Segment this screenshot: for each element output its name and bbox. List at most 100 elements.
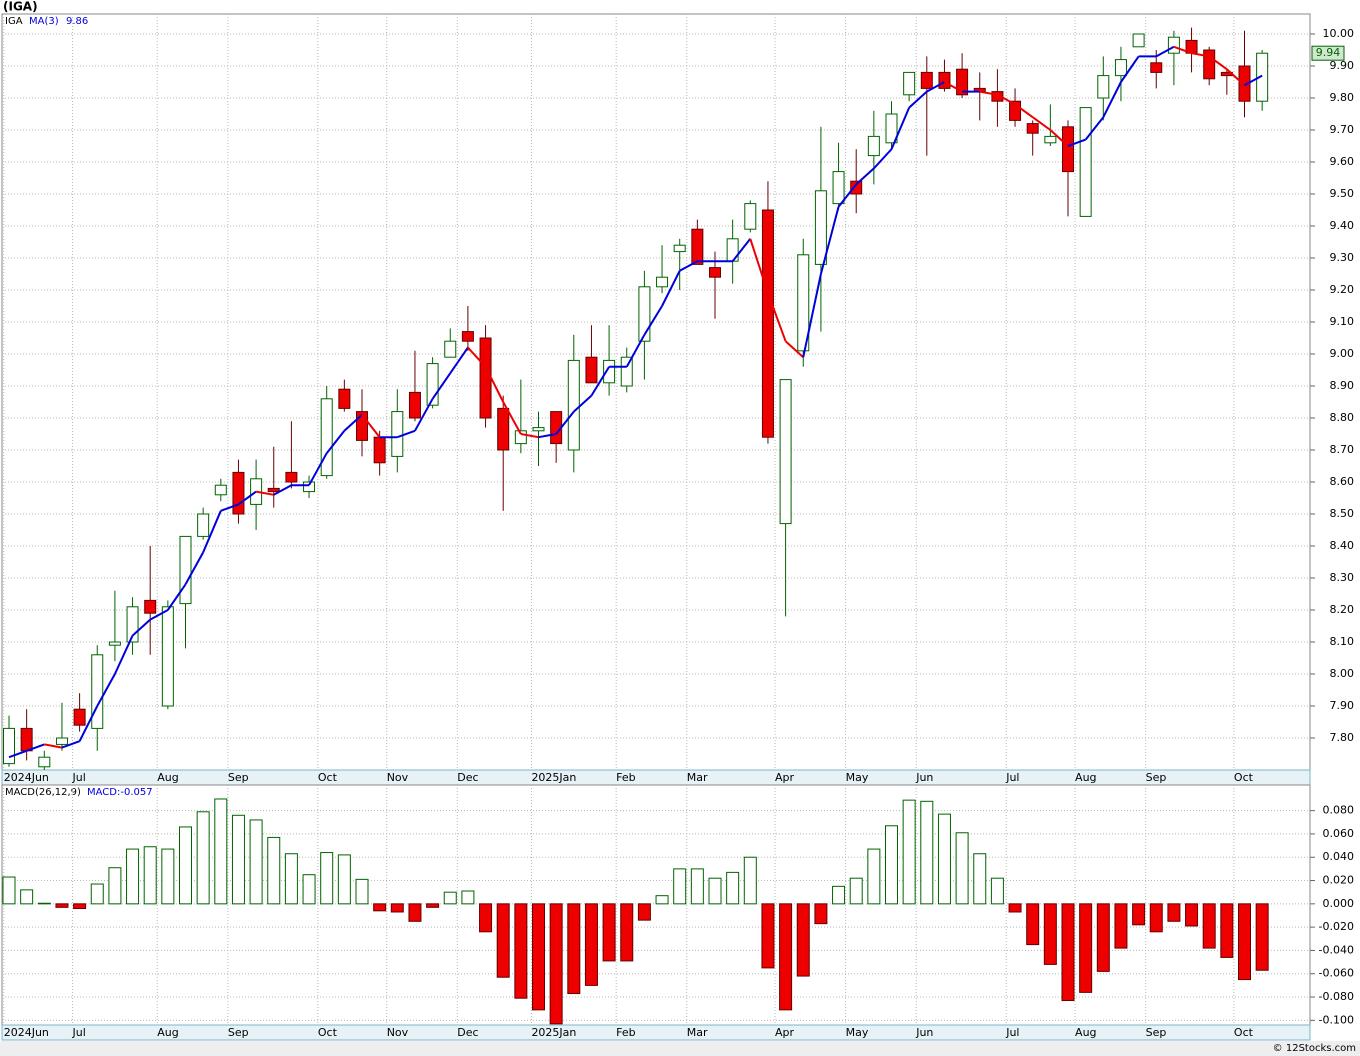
ma-segment xyxy=(679,260,698,272)
ma-segment xyxy=(113,635,134,675)
macd-bar xyxy=(814,903,828,925)
macd-bar xyxy=(373,903,387,912)
macd-bar xyxy=(90,883,104,905)
ma-segment xyxy=(149,609,169,621)
macd-bar xyxy=(1185,903,1199,927)
macd-bar xyxy=(532,903,545,1011)
candle-body xyxy=(991,91,1004,102)
macd-bar xyxy=(320,852,334,905)
ma-segment xyxy=(325,430,346,454)
x-tick-label: Sep xyxy=(1146,1026,1167,1039)
ma-segment xyxy=(1244,74,1263,87)
x-tick-label: Jun xyxy=(915,1026,933,1039)
x-tick-label: Sep xyxy=(228,771,249,784)
candle-body xyxy=(1114,59,1127,77)
ma-segment xyxy=(1155,45,1175,58)
candle-body xyxy=(426,363,439,406)
y-tick-label: 9.40 xyxy=(1330,219,1355,232)
macd-bar xyxy=(73,903,87,909)
macd-legend: MACD(26,12,9) xyxy=(5,787,81,798)
ma-segment xyxy=(44,743,63,749)
y-tick-label: 10.00 xyxy=(1323,27,1355,40)
y-tick-label: 9.30 xyxy=(1330,251,1355,264)
ma-segment xyxy=(819,206,840,275)
ma-segment xyxy=(890,107,911,150)
candle-body xyxy=(532,427,545,432)
macd-bar xyxy=(337,854,351,905)
ma-segment xyxy=(908,90,928,109)
ma-segment xyxy=(414,398,434,432)
macd-bar xyxy=(796,903,810,977)
macd-bar xyxy=(479,903,493,933)
y-tick-label: 8.00 xyxy=(1330,667,1355,680)
x-tick-label: Oct xyxy=(318,771,338,784)
x-tick-label: Nov xyxy=(387,1026,409,1039)
candle-body xyxy=(1256,52,1269,102)
macd-bar xyxy=(1149,903,1163,933)
ma-segment xyxy=(1032,116,1051,131)
candle-body xyxy=(850,180,863,195)
candle-body xyxy=(126,606,139,643)
candle-body xyxy=(603,359,616,384)
macd-bar xyxy=(761,903,775,969)
macd-bar xyxy=(990,877,1004,905)
macd-bar xyxy=(1008,903,1022,913)
macd-bar xyxy=(267,836,281,905)
y-tick-label: 0.000 xyxy=(1323,897,1355,910)
macd-bar xyxy=(37,902,51,905)
ma-segment xyxy=(767,292,787,342)
y-tick-label: 7.80 xyxy=(1330,731,1355,744)
candle-body xyxy=(408,391,421,419)
macd-bar xyxy=(1096,903,1110,972)
y-tick-label: 7.90 xyxy=(1330,699,1355,712)
ma-segment xyxy=(625,334,646,368)
candle-body xyxy=(1203,49,1216,80)
ma-segment xyxy=(396,429,416,439)
candle-body xyxy=(197,513,210,537)
y-tick-label: 0.060 xyxy=(1323,827,1355,840)
ma-segment xyxy=(237,490,257,506)
candle-body xyxy=(638,286,651,342)
macd-bar xyxy=(620,903,634,962)
x-tick-label: Apr xyxy=(775,771,795,784)
ma-segment xyxy=(590,366,610,397)
candle-body xyxy=(903,71,916,96)
candle-body xyxy=(38,756,51,768)
price-panel xyxy=(1,13,1311,771)
macd-bar xyxy=(955,832,969,905)
macd-bar xyxy=(443,891,457,905)
macd-bar xyxy=(20,889,34,905)
ma-segment xyxy=(1067,138,1086,147)
ma-segment xyxy=(1191,52,1210,58)
ma-segment xyxy=(538,433,557,439)
last-price-label: 9.94 xyxy=(1316,46,1341,59)
candle-body xyxy=(797,254,810,352)
candle-body xyxy=(497,407,510,451)
macd-bar xyxy=(1202,903,1216,949)
macd-bar xyxy=(937,813,951,905)
macd-bar xyxy=(1220,903,1234,958)
price-date-strip xyxy=(1,769,1311,786)
y-tick-label: -0.040 xyxy=(1319,943,1354,956)
candle-body xyxy=(832,171,845,205)
candle-body xyxy=(373,436,386,464)
y-tick-label: 9.10 xyxy=(1330,315,1355,328)
macd-bar xyxy=(1167,903,1181,922)
y-tick-label: 9.80 xyxy=(1330,91,1355,104)
macd-bar xyxy=(567,903,581,995)
candle-body xyxy=(214,484,227,496)
candle-body xyxy=(779,379,792,525)
x-tick-label: Sep xyxy=(228,1026,249,1039)
candle-body xyxy=(91,654,104,729)
x-tick-label: 2025Jan xyxy=(531,771,576,784)
candle-body xyxy=(1238,65,1251,102)
macd-bar xyxy=(496,903,510,978)
macd-bar xyxy=(231,814,245,905)
ma-segment xyxy=(873,148,893,170)
x-tick-label: Jul xyxy=(1005,771,1019,784)
x-tick-label: Aug xyxy=(157,771,178,784)
macd-bar xyxy=(461,890,475,905)
candle-body xyxy=(144,599,157,614)
x-tick-label: Dec xyxy=(457,771,478,784)
x-tick-label: Aug xyxy=(1075,1026,1096,1039)
